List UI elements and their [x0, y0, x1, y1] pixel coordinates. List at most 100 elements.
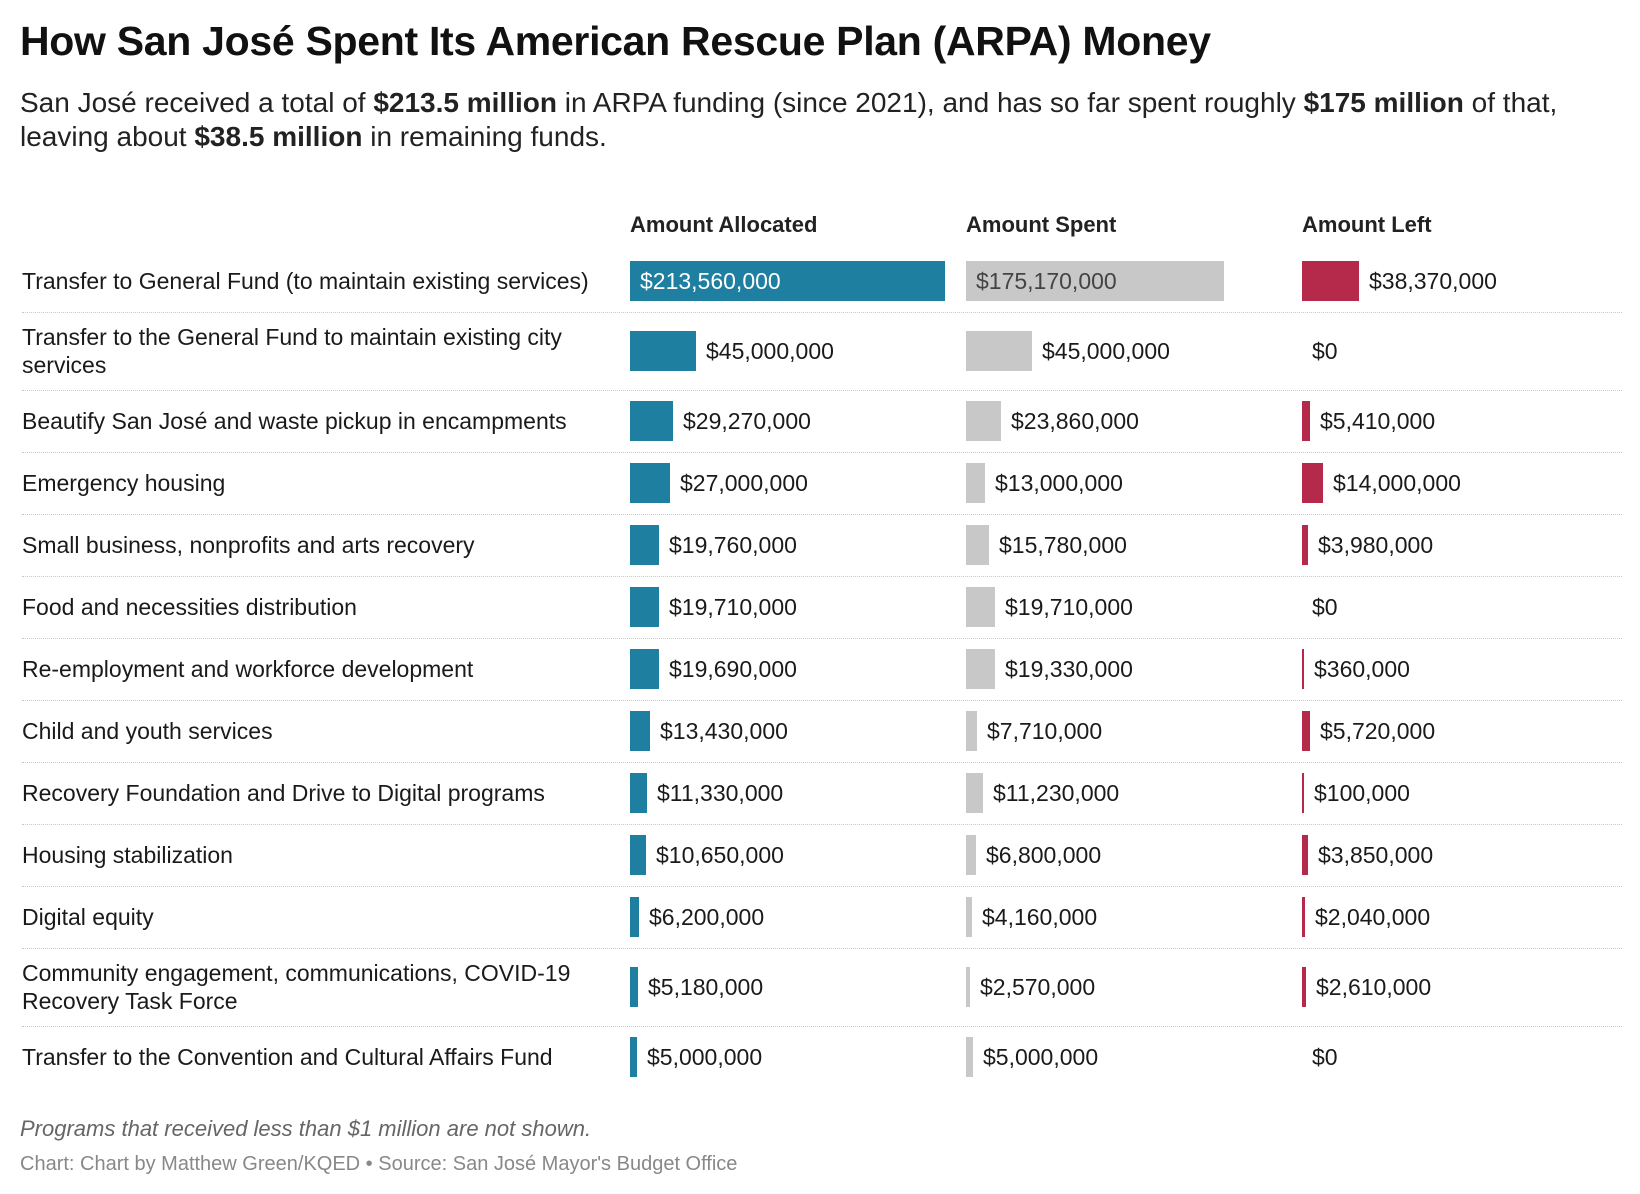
row-label: Recovery Foundation and Drive to Digital… — [22, 780, 545, 806]
spent-bar — [966, 835, 976, 875]
left-value-label: $14,000,000 — [1333, 470, 1461, 496]
left-bar — [1302, 525, 1308, 565]
table-row: Housing stabilization $10,650,000 $6,800,0… — [0, 824, 1640, 886]
spent-value-label: $19,710,000 — [1005, 594, 1133, 620]
allocated-value-label: $213,560,000 — [640, 268, 781, 294]
left-bar — [1302, 463, 1323, 503]
left-value-label: $0 — [1312, 1044, 1338, 1070]
allocated-value-label: $10,650,000 — [656, 842, 784, 868]
allocated-bar — [630, 261, 945, 301]
allocated-bar — [630, 401, 673, 441]
table-row: Small business, nonprofits and arts reco… — [0, 514, 1640, 576]
row-divider — [22, 1026, 1622, 1027]
subtitle-text-3: of that, leaving about — [20, 87, 1558, 152]
left-value-label: $2,040,000 — [1315, 904, 1431, 930]
subtitle-total: $213.5 million — [373, 87, 557, 118]
table-row: Community engagement, communications, CO… — [0, 948, 1640, 1026]
spent-value-label: $23,860,000 — [1011, 408, 1139, 434]
left-bar — [1302, 649, 1304, 689]
table-row: Child and youth services $13,430,000 $7,71… — [0, 700, 1640, 762]
allocated-bar — [630, 587, 659, 627]
allocated-value-label: $11,330,000 — [657, 780, 784, 806]
row-divider — [22, 762, 1622, 763]
left-value-label: $3,980,000 — [1318, 532, 1434, 558]
spent-bar — [966, 649, 995, 689]
spent-value-label: $175,170,000 — [976, 268, 1117, 294]
column-header-allocated: Amount Allocated — [630, 212, 818, 237]
allocated-bar — [630, 967, 638, 1007]
row-divider — [22, 312, 1622, 313]
left-bar — [1302, 835, 1308, 875]
spent-bar — [966, 525, 989, 565]
allocated-bar — [630, 835, 646, 875]
table-row: Emergency housing $27,000,000 $13,000,000 $… — [0, 452, 1640, 514]
allocated-value-label: $19,710,000 — [669, 594, 797, 620]
spent-bar — [966, 967, 970, 1007]
allocated-value-label: $13,430,000 — [660, 718, 788, 744]
spent-bar — [966, 1037, 973, 1077]
row-divider — [22, 514, 1622, 515]
table-row: Beautify San José and waste pickup in en… — [0, 390, 1640, 452]
row-divider — [22, 824, 1622, 825]
left-value-label: $0 — [1312, 594, 1338, 620]
row-label: Beautify San José and waste pickup in en… — [22, 408, 567, 434]
allocated-value-label: $27,000,000 — [680, 470, 808, 496]
spent-value-label: $6,800,000 — [986, 842, 1102, 868]
row-label: Community engagement, communications, CO… — [22, 960, 571, 1014]
table-row: Transfer to the Convention and Cultural … — [0, 1026, 1640, 1088]
left-value-label: $360,000 — [1314, 656, 1410, 682]
row-label: Housing stabilization — [22, 842, 233, 868]
spent-value-label: $13,000,000 — [995, 470, 1123, 496]
spent-bar — [966, 261, 1224, 301]
spent-bar — [966, 897, 972, 937]
allocated-value-label: $5,180,000 — [648, 974, 764, 1000]
allocated-value-label: $45,000,000 — [706, 338, 834, 364]
chart-title: How San José Spent Its American Rescue P… — [20, 18, 1211, 64]
spent-value-label: $5,000,000 — [983, 1044, 1099, 1070]
row-label: Re-employment and workforce development — [22, 656, 474, 682]
footnote: Programs that received less than $1 mill… — [20, 1116, 592, 1141]
spent-bar — [966, 331, 1032, 371]
row-label: Food and necessities distribution — [22, 594, 357, 620]
spent-bar — [966, 773, 983, 813]
left-bar — [1302, 897, 1305, 937]
subtitle-text-4: in remaining funds. — [362, 121, 607, 152]
left-value-label: $38,370,000 — [1369, 268, 1497, 294]
chart-subtitle: San José received a total of $213.5 mill… — [20, 86, 1620, 154]
left-bar — [1302, 967, 1306, 1007]
allocated-bar — [630, 525, 659, 565]
spent-bar — [966, 587, 995, 627]
left-bar — [1302, 401, 1310, 441]
column-header-spent: Amount Spent — [966, 212, 1117, 237]
table-row: Digital equity $6,200,000 $4,160,000 $2,040… — [0, 886, 1640, 948]
left-value-label: $2,610,000 — [1316, 974, 1432, 1000]
row-divider — [22, 700, 1622, 701]
row-label: Transfer to General Fund (to maintain ex… — [22, 268, 589, 294]
allocated-bar — [630, 897, 639, 937]
subtitle-spent: $175 million — [1303, 87, 1464, 118]
spent-bar — [966, 463, 985, 503]
row-label: Child and youth services — [22, 718, 273, 744]
subtitle-text-1: San José received a total of — [20, 87, 374, 118]
spent-bar — [966, 711, 977, 751]
left-value-label: $5,720,000 — [1320, 718, 1436, 744]
allocated-value-label: $19,690,000 — [669, 656, 797, 682]
spent-value-label: $19,330,000 — [1005, 656, 1133, 682]
allocated-value-label: $5,000,000 — [647, 1044, 763, 1070]
allocated-bar — [630, 773, 647, 813]
spent-bar — [966, 401, 1001, 441]
row-divider — [22, 638, 1622, 639]
left-value-label: $5,410,000 — [1320, 408, 1436, 434]
spent-value-label: $2,570,000 — [980, 974, 1096, 1000]
table-row: Re-employment and workforce development $… — [0, 638, 1640, 700]
row-divider — [22, 576, 1622, 577]
allocated-bar — [630, 711, 650, 751]
left-bar — [1302, 711, 1310, 751]
subtitle-remaining: $38.5 million — [194, 121, 363, 152]
spent-value-label: $4,160,000 — [982, 904, 1098, 930]
row-divider — [22, 886, 1622, 887]
row-label: Small business, nonprofits and arts reco… — [22, 532, 475, 558]
allocated-value-label: $19,760,000 — [669, 532, 797, 558]
allocated-value-label: $6,200,000 — [649, 904, 765, 930]
